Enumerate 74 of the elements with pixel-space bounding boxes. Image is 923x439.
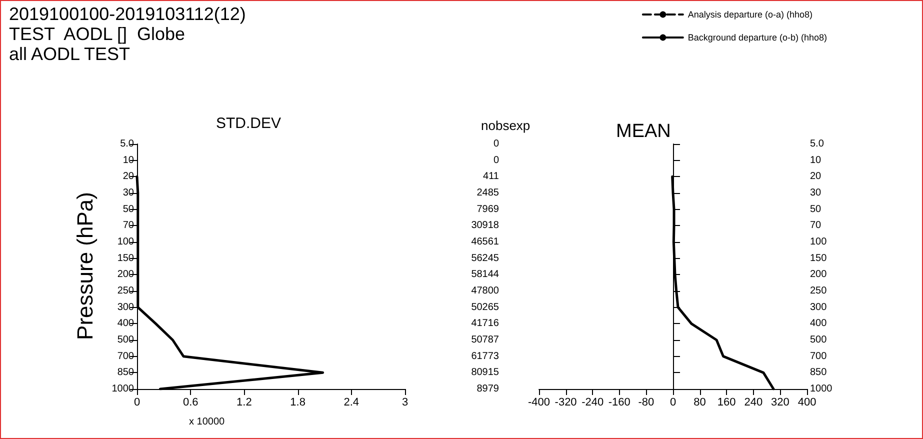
x-tick-label: 0.6 <box>182 396 198 408</box>
y2-tick-label: 58144 <box>471 269 500 280</box>
text: all AODL TEST <box>9 44 130 64</box>
x-tick-label: -80 <box>638 396 654 408</box>
y-tick-label: 100 <box>117 236 134 248</box>
y-tick-label: 1000 <box>810 384 833 394</box>
y2-tick-label: 47800 <box>471 286 500 296</box>
y-tick-label: 20 <box>810 171 822 182</box>
y-tick-label: 700 <box>810 350 828 362</box>
y-tick-label: 500 <box>117 334 134 346</box>
y2-tick-label: 41716 <box>471 318 500 330</box>
y-tick-label: 850 <box>117 367 134 378</box>
y-tick-label: 5.0 <box>810 138 824 150</box>
y2-tick-label: 56245 <box>471 252 500 264</box>
y-tick-label: 50 <box>810 204 822 215</box>
y-axis-title: Pressure (hPa) <box>72 192 98 340</box>
y-tick-label: 20 <box>122 171 134 182</box>
text: TEST AODL [] Globe <box>9 24 186 44</box>
y2-tick-label: 7969 <box>476 204 500 215</box>
y2-tick-label: 8979 <box>476 384 500 394</box>
y-tick-label: 10 <box>810 154 822 166</box>
y-tick-label: 100 <box>810 236 828 248</box>
y-tick-label: 70 <box>122 220 134 232</box>
y-tick-label: 70 <box>810 220 822 232</box>
y-tick-label: 150 <box>810 252 828 264</box>
x-tick-label: -400 <box>528 396 550 408</box>
y-tick-label: 200 <box>117 269 134 280</box>
text: 2019100100-2019103112(12) <box>9 4 246 24</box>
chart-title: MEAN <box>616 121 671 142</box>
y-tick-label: 30 <box>122 188 134 198</box>
x-tick-label: 160 <box>717 396 736 408</box>
y-tick-label: 700 <box>117 350 134 362</box>
y-tick-label: 500 <box>810 334 828 346</box>
x-tick-label: -240 <box>582 396 604 408</box>
x-tick-label: 320 <box>771 396 790 408</box>
y2-tick-label: 0 <box>493 154 500 166</box>
y2-tick-label: 46561 <box>471 236 500 248</box>
y-tick-label: 400 <box>810 318 828 330</box>
y-tick-label: 400 <box>117 318 134 330</box>
x-tick-label: 1.8 <box>290 396 306 408</box>
y-tick-label: 50 <box>122 204 134 215</box>
chart-title: STD.DEV <box>216 115 282 132</box>
x-tick-label: 1.2 <box>236 396 252 408</box>
y-tick-label: 150 <box>117 252 134 264</box>
y2-tick-label: 0 <box>493 138 500 150</box>
x-tick-label: 80 <box>694 396 706 408</box>
y-tick-label: 5.0 <box>120 138 134 150</box>
y-tick-label: 250 <box>810 286 828 296</box>
legend-label: Background departure (o-b) (hho8) <box>688 32 828 42</box>
x-tick-label: 3 <box>402 396 408 408</box>
x-tick-label: 2.4 <box>344 396 360 408</box>
y2-tick-label: 30918 <box>471 220 500 232</box>
x-tick-label: -160 <box>608 396 630 408</box>
legend-label: Analysis departure (o-a) (hho8) <box>688 10 812 20</box>
x-tick-label: -320 <box>554 396 577 408</box>
y2-tick-label: 411 <box>483 171 500 182</box>
y-tick-label: 30 <box>810 188 822 198</box>
y2-tick-label: 80915 <box>471 367 500 378</box>
y-tick-label: 10 <box>122 154 134 166</box>
x-axis-title: x 10000 <box>189 416 226 428</box>
y2-tick-label: 61773 <box>471 350 500 362</box>
y2-tick-label: 2485 <box>476 188 500 198</box>
y2-tick-label: 50265 <box>471 302 500 313</box>
y2-tick-label: 50787 <box>471 334 500 346</box>
y-tick-label: 300 <box>117 302 134 313</box>
y-axis-title: nobsexp <box>481 118 530 133</box>
y-tick-label: 850 <box>810 367 828 378</box>
x-tick-label: 0 <box>134 396 140 408</box>
x-tick-label: 240 <box>744 396 763 408</box>
y-tick-label: 200 <box>810 269 828 280</box>
y-tick-label: 300 <box>810 302 828 313</box>
x-tick-label: 0 <box>670 396 676 408</box>
y-tick-label: 1000 <box>112 384 134 394</box>
y-tick-label: 250 <box>117 286 134 296</box>
